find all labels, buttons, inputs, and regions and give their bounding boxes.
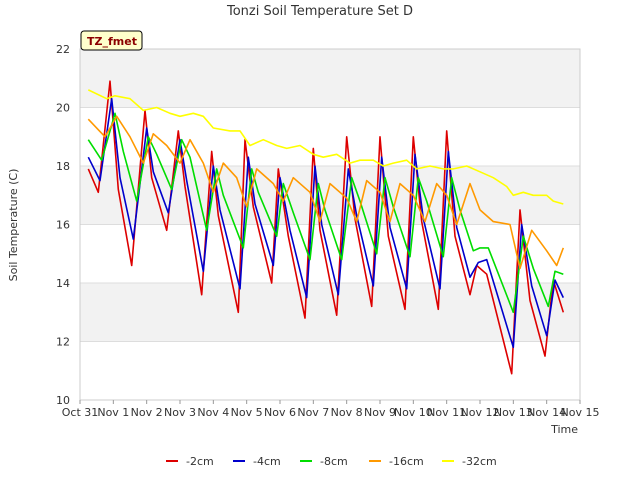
legend: -2cm -4cm -8cm -16cm -32cm <box>166 455 497 468</box>
grid-bands <box>80 49 580 342</box>
x-tick-label: Nov 8 <box>331 406 363 419</box>
legend-label: -8cm <box>320 455 348 468</box>
legend-label: -4cm <box>253 455 281 468</box>
plot-border <box>79 48 581 401</box>
x-axis-ticks: Oct 31 Nov 1 Nov 2 Nov 3 Nov 4 Nov 5 Nov 6 Nov … <box>62 400 600 419</box>
x-tick-label: Nov 2 <box>131 406 163 419</box>
x-tick-label: Oct 31 <box>62 406 99 419</box>
x-tick-label: Nov 9 <box>364 406 396 419</box>
series-lines <box>87 80 565 375</box>
chart-title: Tonzi Soil Temperature Set D <box>226 4 413 19</box>
x-tick-label: Nov 13 <box>494 406 533 419</box>
series-line-8cmcm <box>87 112 564 314</box>
x-tick-label: Nov 1 <box>97 406 129 419</box>
series-line-16cmcm <box>87 115 565 270</box>
grid-band <box>80 166 580 225</box>
x-tick-label: Nov 10 <box>394 406 433 419</box>
x-tick-label: Nov 5 <box>231 406 263 419</box>
legend-label: -2cm <box>186 455 214 468</box>
grid-band <box>80 49 580 108</box>
x-tick-label: Nov 11 <box>427 406 466 419</box>
y-tick-label: 12 <box>56 336 70 349</box>
x-axis-title: Time <box>550 423 578 436</box>
y-tick-label: 14 <box>56 277 70 290</box>
y-tick-label: 16 <box>56 219 70 232</box>
x-tick-label: Nov 12 <box>461 406 500 419</box>
y-tick-label: 22 <box>56 43 70 56</box>
legend-label: -32cm <box>462 455 497 468</box>
x-tick-label: Nov 15 <box>561 406 600 419</box>
x-tick-label: Nov 3 <box>164 406 196 419</box>
site-label-background <box>80 30 143 51</box>
x-tick-label: Nov 4 <box>197 406 229 419</box>
y-tick-label: 10 <box>56 394 70 407</box>
y-axis-title: Soil Temperature (C) <box>7 169 20 282</box>
x-tick-label: Nov 14 <box>527 406 566 419</box>
site-label-box: TZ_fmet <box>80 30 143 51</box>
x-tick-label: Nov 7 <box>297 406 329 419</box>
x-tick-label: Nov 6 <box>264 406 296 419</box>
series-line-4cmcm <box>87 97 565 349</box>
y-tick-label: 18 <box>56 160 70 173</box>
y-axis-ticks: 10 12 14 16 18 20 22 <box>56 43 70 407</box>
plot-area <box>79 48 581 401</box>
site-label-text: TZ_fmet <box>87 35 137 48</box>
y-tick-label: 20 <box>56 102 70 115</box>
series-line-32cmcm <box>87 89 564 205</box>
legend-label: -16cm <box>389 455 424 468</box>
